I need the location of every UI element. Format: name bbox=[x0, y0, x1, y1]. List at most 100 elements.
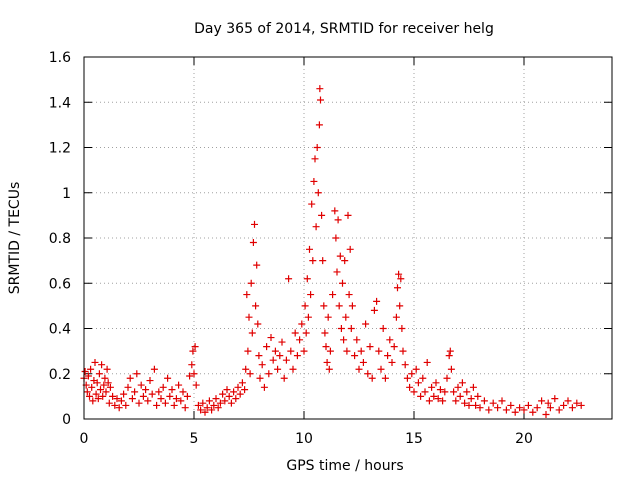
data-point bbox=[97, 386, 104, 394]
data-point bbox=[469, 383, 477, 391]
data-point bbox=[401, 361, 409, 369]
data-point bbox=[242, 365, 250, 373]
data-point bbox=[249, 239, 257, 247]
y-tick-label: 0.6 bbox=[49, 276, 71, 292]
data-point bbox=[529, 408, 537, 416]
data-point bbox=[307, 291, 315, 299]
data-point bbox=[210, 401, 218, 409]
data-point bbox=[135, 399, 143, 407]
data-point bbox=[364, 370, 372, 378]
data-point bbox=[314, 189, 322, 197]
data-point bbox=[199, 399, 207, 407]
data-point bbox=[322, 343, 330, 351]
data-point bbox=[186, 372, 194, 380]
data-point bbox=[271, 347, 279, 355]
data-point bbox=[102, 388, 110, 396]
data-point bbox=[368, 374, 376, 382]
data-point bbox=[285, 275, 293, 283]
y-tick-label: 0.8 bbox=[49, 231, 71, 247]
chart-title: Day 365 of 2014, SRMTID for receiver hel… bbox=[194, 21, 494, 37]
data-point bbox=[316, 85, 324, 93]
data-point bbox=[252, 302, 260, 310]
data-point bbox=[263, 343, 271, 351]
data-point bbox=[465, 401, 473, 409]
data-point bbox=[201, 408, 209, 416]
data-point bbox=[439, 397, 447, 405]
data-point bbox=[253, 261, 261, 269]
x-tick-label: 10 bbox=[295, 431, 313, 447]
grid-lines bbox=[84, 57, 612, 419]
data-point bbox=[317, 96, 324, 104]
data-point bbox=[120, 390, 128, 398]
data-point bbox=[304, 313, 312, 321]
data-point bbox=[212, 395, 220, 403]
data-point bbox=[168, 386, 176, 394]
data-point bbox=[105, 399, 113, 407]
data-point bbox=[318, 211, 326, 219]
data-point bbox=[313, 144, 321, 151]
data-point bbox=[394, 284, 401, 292]
data-point bbox=[175, 381, 183, 389]
data-point bbox=[463, 388, 471, 396]
data-point bbox=[216, 399, 224, 407]
data-point bbox=[454, 383, 462, 391]
data-point bbox=[150, 365, 158, 373]
data-point bbox=[320, 302, 328, 310]
data-point bbox=[353, 336, 361, 344]
data-point bbox=[117, 397, 125, 405]
data-point bbox=[92, 390, 100, 398]
data-point bbox=[234, 383, 242, 391]
data-point bbox=[287, 347, 295, 355]
data-point bbox=[351, 352, 359, 360]
data-point bbox=[142, 386, 150, 394]
data-point bbox=[434, 395, 442, 403]
data-point bbox=[337, 325, 345, 332]
data-point bbox=[445, 352, 453, 360]
data-point bbox=[546, 404, 554, 412]
data-point bbox=[100, 381, 108, 389]
data-point bbox=[243, 291, 251, 299]
data-point bbox=[384, 352, 392, 360]
data-point bbox=[289, 365, 297, 373]
y-tick-label: 0.4 bbox=[49, 322, 71, 338]
data-point bbox=[315, 121, 323, 129]
data-point bbox=[472, 401, 480, 409]
data-point bbox=[189, 347, 197, 355]
data-point bbox=[386, 336, 394, 344]
data-point bbox=[412, 365, 420, 373]
data-point bbox=[346, 245, 354, 253]
data-point bbox=[342, 313, 350, 321]
data-point bbox=[133, 370, 141, 378]
data-point bbox=[86, 392, 93, 400]
data-point bbox=[334, 216, 342, 224]
data-point bbox=[319, 257, 327, 265]
data-point bbox=[155, 388, 163, 396]
data-point bbox=[99, 392, 107, 400]
data-point bbox=[247, 279, 255, 287]
data-point bbox=[255, 352, 263, 360]
y-tick-label: 0 bbox=[62, 412, 71, 428]
data-point bbox=[355, 365, 363, 373]
data-point bbox=[388, 358, 396, 366]
data-point bbox=[425, 397, 433, 405]
data-point bbox=[157, 395, 165, 403]
data-point bbox=[236, 390, 244, 398]
data-point bbox=[379, 325, 387, 332]
data-point bbox=[183, 392, 191, 400]
data-point bbox=[291, 329, 299, 337]
data-point bbox=[131, 388, 139, 396]
data-point bbox=[111, 401, 119, 409]
data-point bbox=[476, 404, 484, 412]
data-point bbox=[308, 200, 316, 208]
data-point bbox=[395, 270, 403, 278]
data-point bbox=[542, 410, 550, 418]
data-point bbox=[181, 404, 189, 412]
data-point bbox=[197, 406, 205, 414]
data-point bbox=[408, 370, 416, 378]
data-point bbox=[399, 347, 407, 355]
data-point bbox=[310, 177, 318, 185]
data-point bbox=[397, 275, 405, 283]
data-point bbox=[144, 397, 152, 405]
data-point bbox=[238, 379, 246, 387]
data-point bbox=[348, 302, 356, 310]
